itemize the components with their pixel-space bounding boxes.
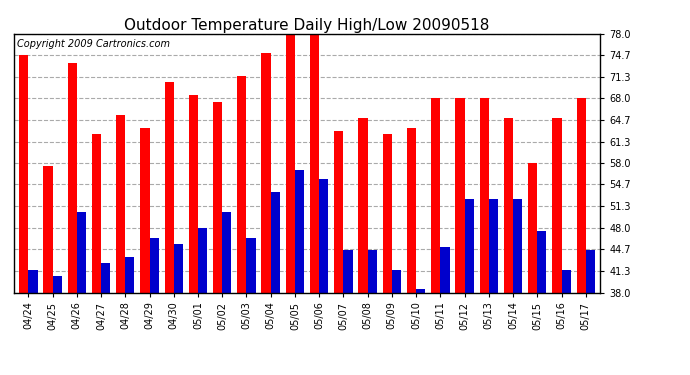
Title: Outdoor Temperature Daily High/Low 20090518: Outdoor Temperature Daily High/Low 20090…: [124, 18, 490, 33]
Bar: [286, 34, 295, 292]
Bar: [295, 170, 304, 292]
Bar: [344, 251, 353, 292]
Bar: [586, 251, 595, 292]
Bar: [19, 55, 28, 292]
Bar: [43, 166, 52, 292]
Bar: [310, 34, 319, 292]
Bar: [552, 118, 562, 292]
Bar: [358, 118, 368, 292]
Bar: [562, 270, 571, 292]
Bar: [334, 131, 344, 292]
Bar: [392, 270, 401, 292]
Bar: [164, 82, 174, 292]
Bar: [189, 95, 198, 292]
Bar: [198, 228, 207, 292]
Bar: [126, 257, 135, 292]
Bar: [455, 99, 464, 292]
Bar: [513, 199, 522, 292]
Bar: [407, 128, 416, 292]
Bar: [577, 99, 586, 292]
Bar: [538, 231, 546, 292]
Bar: [480, 99, 489, 292]
Bar: [77, 211, 86, 292]
Bar: [464, 199, 474, 292]
Bar: [431, 99, 440, 292]
Bar: [174, 244, 183, 292]
Bar: [92, 134, 101, 292]
Bar: [383, 134, 392, 292]
Bar: [237, 76, 246, 292]
Bar: [246, 237, 256, 292]
Bar: [368, 251, 377, 292]
Text: Copyright 2009 Cartronics.com: Copyright 2009 Cartronics.com: [17, 39, 170, 49]
Bar: [222, 211, 231, 292]
Bar: [416, 289, 425, 292]
Bar: [504, 118, 513, 292]
Bar: [116, 115, 126, 292]
Bar: [440, 247, 450, 292]
Bar: [319, 179, 328, 292]
Bar: [489, 199, 498, 292]
Bar: [140, 128, 150, 292]
Bar: [101, 263, 110, 292]
Bar: [68, 63, 77, 292]
Bar: [270, 192, 280, 292]
Bar: [213, 102, 222, 292]
Bar: [150, 237, 159, 292]
Bar: [262, 53, 270, 292]
Bar: [52, 276, 62, 292]
Bar: [528, 163, 538, 292]
Bar: [28, 270, 37, 292]
